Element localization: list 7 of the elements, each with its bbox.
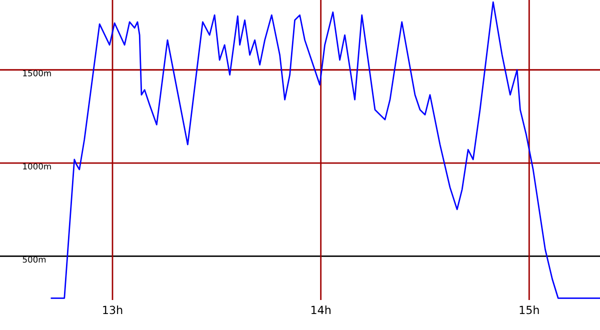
x-tick-label: 14h xyxy=(311,306,330,314)
line-series xyxy=(50,1,600,299)
y-tick-label: 1000m xyxy=(23,163,51,170)
x-tick-label: 15h xyxy=(520,306,539,314)
x-tick-label: 13h xyxy=(103,306,122,314)
y-tick-label: 1500m xyxy=(23,70,51,76)
y-tick-label: 500m xyxy=(22,256,46,263)
